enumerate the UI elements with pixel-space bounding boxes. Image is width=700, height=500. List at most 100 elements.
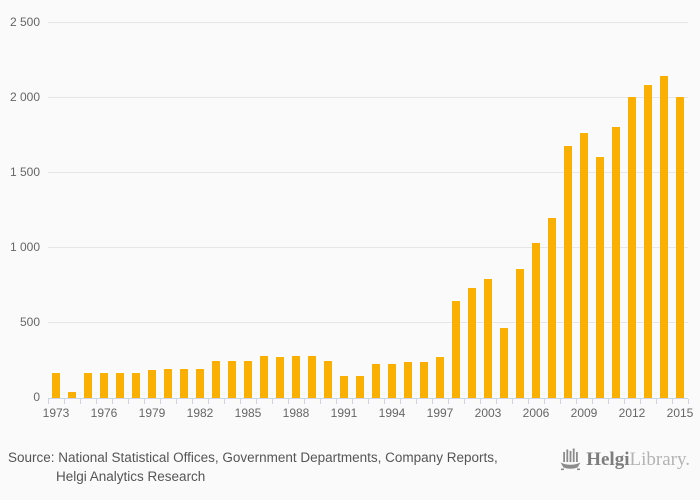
gridline-500	[48, 322, 688, 323]
bar-2011[interactable]	[612, 126, 620, 398]
bar-2013[interactable]	[644, 84, 652, 398]
bar-1995[interactable]	[404, 362, 412, 398]
bar-1991[interactable]	[340, 375, 348, 398]
x-tick-label-1997: 1997	[426, 406, 454, 420]
source-line-2: Helgi Analytics Research	[56, 469, 206, 484]
bar-1985[interactable]	[244, 361, 252, 398]
x-tick-label-2003: 2003	[474, 406, 502, 420]
helgilibrary-logo: Helgi Library.	[560, 448, 690, 471]
bar-1978[interactable]	[132, 372, 140, 398]
bar-1974[interactable]	[68, 392, 76, 398]
bar-2012[interactable]	[628, 96, 636, 398]
x-axis-tick	[496, 399, 497, 404]
x-axis-tick	[368, 399, 369, 404]
x-axis-tick	[576, 399, 577, 404]
y-tick-label-1000: 1 000	[9, 240, 40, 254]
x-axis-tick	[480, 399, 481, 404]
y-tick-label-2500: 2 500	[9, 15, 40, 29]
y-tick-label-1500: 1 500	[9, 165, 40, 179]
x-axis-tick	[624, 399, 625, 404]
gridline-1000	[48, 247, 688, 248]
bar-1986[interactable]	[260, 356, 268, 398]
bar-1990[interactable]	[324, 360, 332, 398]
x-axis-tick	[48, 399, 49, 404]
bar-1988[interactable]	[292, 356, 300, 398]
bar-2001[interactable]	[452, 301, 460, 398]
plot-area	[48, 22, 688, 399]
bar-1981[interactable]	[180, 368, 188, 398]
bar-1976[interactable]	[100, 372, 108, 398]
bar-2015[interactable]	[676, 96, 684, 398]
x-tick-label-1994: 1994	[378, 406, 406, 420]
x-axis-tick	[544, 399, 545, 404]
bar-1993[interactable]	[372, 363, 380, 398]
bar-1987[interactable]	[276, 356, 284, 398]
x-axis-tick	[304, 399, 305, 404]
bar-2003[interactable]	[484, 278, 492, 398]
bar-2005[interactable]	[516, 269, 524, 398]
logo-text-library: Library.	[629, 448, 691, 470]
x-tick-label-2012: 2012	[618, 406, 646, 420]
x-axis-tick	[96, 399, 97, 404]
x-tick-label-1976: 1976	[90, 406, 118, 420]
y-tick-label-0: 0	[33, 390, 40, 404]
x-axis-tick	[208, 399, 209, 404]
x-tick-label-1988: 1988	[282, 406, 310, 420]
x-axis-tick	[288, 399, 289, 404]
x-axis-tick	[320, 399, 321, 404]
bar-2002[interactable]	[468, 287, 476, 398]
x-axis-tick	[384, 399, 385, 404]
bar-2014[interactable]	[660, 76, 668, 398]
gridline-1500	[48, 172, 688, 173]
viking-ship-icon	[560, 448, 581, 471]
x-axis-tick	[528, 399, 529, 404]
x-axis-tick	[272, 399, 273, 404]
bar-1979[interactable]	[148, 370, 156, 398]
bar-1984[interactable]	[228, 361, 236, 398]
gridline-2000	[48, 97, 688, 98]
x-tick-label-2015: 2015	[666, 406, 694, 420]
x-axis-tick	[240, 399, 241, 404]
bar-2008[interactable]	[564, 146, 572, 398]
x-tick-label-1979: 1979	[138, 406, 166, 420]
x-tick-label-2006: 2006	[522, 406, 550, 420]
x-axis-tick	[336, 399, 337, 404]
bar-2010[interactable]	[596, 156, 604, 398]
x-tick-label-1982: 1982	[186, 406, 214, 420]
bar-2009[interactable]	[580, 132, 588, 398]
x-axis-tick	[256, 399, 257, 404]
y-tick-label-500: 500	[19, 315, 40, 329]
bar-2004[interactable]	[500, 327, 508, 398]
bar-1982[interactable]	[196, 368, 204, 398]
bar-1994[interactable]	[388, 364, 396, 398]
x-axis-tick	[160, 399, 161, 404]
x-axis-tick	[640, 399, 641, 404]
bar-1977[interactable]	[116, 372, 124, 398]
bar-1996[interactable]	[420, 362, 428, 398]
bar-1980[interactable]	[164, 368, 172, 398]
bar-1997[interactable]	[436, 356, 444, 398]
x-axis-tick	[176, 399, 177, 404]
y-tick-label-2000: 2 000	[9, 90, 40, 104]
x-axis-tick	[352, 399, 353, 404]
x-axis-tick	[224, 399, 225, 404]
x-axis-tick	[560, 399, 561, 404]
x-axis-tick	[144, 399, 145, 404]
x-axis-tick	[432, 399, 433, 404]
bar-2006[interactable]	[532, 242, 540, 398]
x-axis-tick	[688, 399, 689, 404]
gridline-2500	[48, 22, 688, 23]
x-axis-tick	[192, 399, 193, 404]
bar-1989[interactable]	[308, 356, 316, 398]
bar-2007[interactable]	[548, 218, 556, 398]
x-axis-tick	[128, 399, 129, 404]
bar-1992[interactable]	[356, 375, 364, 398]
x-axis-tick	[512, 399, 513, 404]
x-axis-tick	[672, 399, 673, 404]
x-axis-tick	[448, 399, 449, 404]
bar-1983[interactable]	[212, 361, 220, 398]
bar-1975[interactable]	[84, 372, 92, 398]
x-axis-tick	[64, 399, 65, 404]
bar-1973[interactable]	[52, 372, 60, 398]
